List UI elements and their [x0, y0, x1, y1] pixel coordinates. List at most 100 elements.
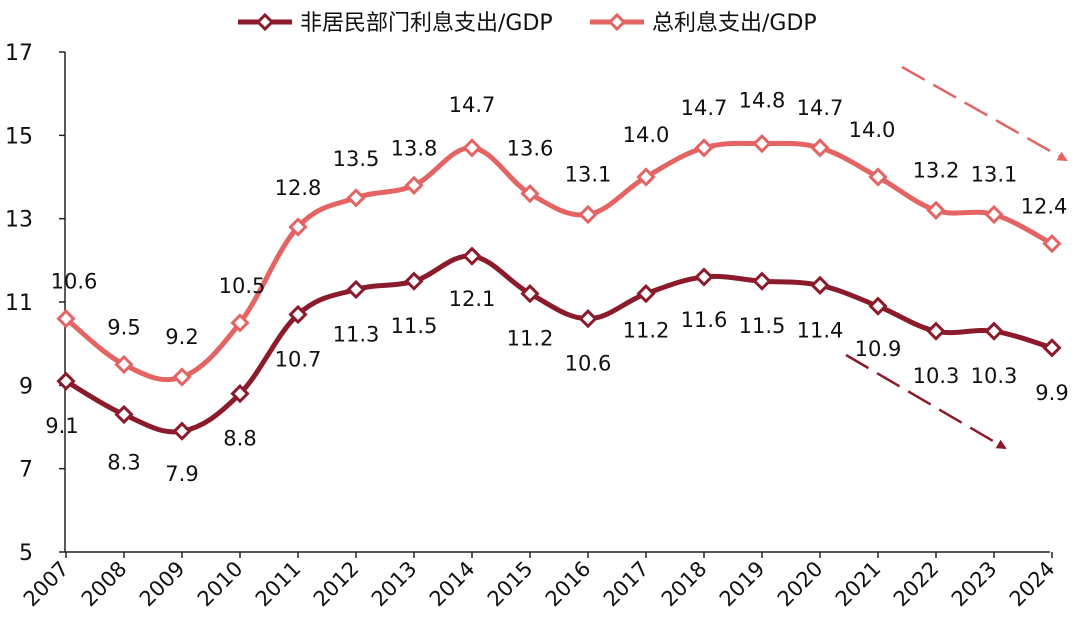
data-label-non-resident: 12.1 [449, 287, 496, 311]
y-tick-label: 17 [5, 41, 33, 66]
data-label-total: 13.2 [913, 158, 960, 182]
data-point-non-resident [984, 321, 1004, 341]
data-label-non-resident: 11.4 [797, 318, 844, 342]
trend-arrow-non-resident [845, 353, 1007, 450]
data-point-non-resident [114, 404, 134, 425]
data-point-non-resident [404, 271, 424, 291]
data-label-total: 14.7 [681, 96, 728, 120]
data-label-total: 13.1 [565, 163, 612, 187]
data-point-total [868, 167, 888, 187]
data-point-total [752, 134, 772, 154]
x-tick-label: 2010 [193, 557, 248, 612]
data-point-non-resident [636, 284, 656, 304]
data-labels: 9.1 8.3 7.9 8.8 10.7 11.3 11.5 12.1 11.2 10.6 11.2… [45, 89, 1068, 486]
data-label-non-resident: 10.3 [913, 364, 960, 388]
data-point-non-resident [810, 275, 830, 295]
data-point-total [578, 204, 598, 225]
data-label-non-resident: 11.5 [739, 314, 786, 338]
data-point-total [404, 175, 424, 195]
x-tick-label: 2018 [657, 557, 712, 612]
data-point-total [114, 354, 134, 375]
x-tick-label: 2019 [715, 557, 770, 612]
data-point-non-resident [752, 271, 772, 291]
data-point-non-resident [346, 279, 366, 300]
data-point-non-resident [462, 246, 482, 266]
data-point-non-resident [172, 421, 192, 441]
data-label-non-resident: 11.6 [681, 308, 728, 332]
series-line-total [63, 140, 1055, 383]
data-point-non-resident [56, 371, 76, 391]
data-point-total [694, 138, 714, 158]
data-label-total: 9.5 [107, 316, 140, 340]
x-tick-label: 2015 [483, 557, 538, 612]
data-label-non-resident: 8.3 [107, 451, 140, 475]
data-label-non-resident: 10.6 [565, 352, 612, 376]
x-tick-label: 2021 [831, 557, 886, 612]
data-label-total: 9.2 [165, 325, 198, 349]
data-point-total [172, 367, 192, 387]
trend-arrow-total [901, 65, 1068, 162]
data-point-non-resident [694, 267, 714, 287]
data-label-total: 14.7 [449, 93, 496, 117]
trend-arrows [845, 65, 1068, 450]
series-lines [56, 134, 1062, 441]
data-label-total: 13.1 [971, 163, 1018, 187]
data-label-total: 14.8 [739, 89, 786, 113]
x-tick-label: 2022 [889, 557, 944, 612]
data-point-total [984, 204, 1004, 225]
y-tick-label: 7 [19, 458, 33, 483]
y-tick-label: 9 [19, 374, 33, 399]
data-point-total [636, 167, 656, 187]
data-point-total [462, 138, 482, 158]
legend-marker-total [607, 12, 627, 32]
data-label-total: 10.5 [219, 274, 266, 298]
series-line-non-resident [63, 253, 1055, 435]
data-label-non-resident: 10.3 [971, 364, 1018, 388]
data-label-total: 12.4 [1021, 195, 1068, 219]
legend-marker-non-resident [255, 12, 275, 32]
y-tick-label: 5 [19, 541, 33, 566]
data-point-total [1042, 234, 1062, 254]
data-point-non-resident [926, 321, 946, 341]
x-tick-label: 2014 [425, 557, 480, 612]
x-tick-label: 2013 [367, 557, 422, 612]
y-tick-label: 15 [5, 124, 33, 149]
data-label-non-resident: 10.7 [275, 348, 322, 372]
x-tick-label: 2017 [599, 557, 654, 612]
data-point-total [810, 138, 830, 158]
data-label-non-resident: 10.9 [855, 337, 902, 361]
data-label-total: 13.5 [333, 147, 380, 171]
data-point-total [288, 217, 308, 237]
x-tick-label: 2023 [947, 557, 1002, 612]
data-label-total: 12.8 [275, 176, 322, 200]
y-tick-label: 11 [5, 291, 33, 316]
data-label-total: 10.6 [51, 270, 98, 294]
data-label-non-resident: 8.8 [223, 427, 256, 451]
data-label-non-resident: 11.2 [507, 327, 554, 351]
x-tick-label: 2011 [251, 557, 306, 612]
data-label-total: 13.8 [391, 136, 438, 160]
data-label-non-resident: 9.9 [1035, 381, 1068, 405]
x-tick-label: 2009 [135, 557, 190, 612]
data-point-total [230, 313, 250, 333]
data-label-non-resident: 9.1 [45, 414, 78, 438]
data-point-non-resident [230, 384, 250, 404]
data-point-total [926, 200, 946, 220]
legend-label-total: 总利息支出/GDP [652, 11, 817, 36]
data-label-total: 14.0 [623, 123, 670, 147]
x-tick-label: 2008 [77, 557, 132, 612]
data-label-total: 14.7 [797, 96, 844, 120]
data-point-total [346, 188, 366, 208]
data-point-non-resident [520, 284, 540, 304]
data-point-non-resident [578, 309, 598, 329]
data-label-total: 13.6 [507, 137, 554, 161]
data-label-non-resident: 11.5 [391, 314, 438, 338]
data-point-total [56, 309, 76, 329]
chart-legend: 非居民部门利息支出/GDP 总利息支出/GDP [238, 11, 817, 36]
data-point-non-resident [1042, 338, 1062, 358]
x-tick-label: 2012 [309, 557, 364, 612]
data-label-non-resident: 11.2 [623, 319, 670, 343]
data-point-non-resident [868, 296, 888, 316]
data-label-non-resident: 11.3 [333, 323, 380, 347]
